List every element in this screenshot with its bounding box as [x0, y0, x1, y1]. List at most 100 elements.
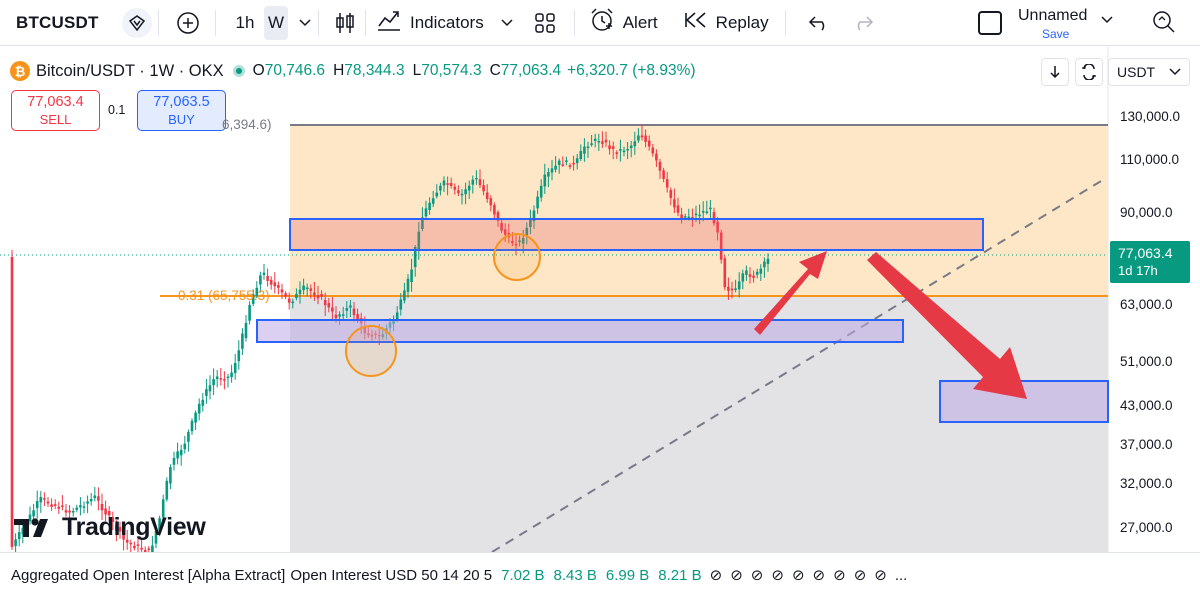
candle-body — [568, 165, 572, 167]
na-values: ⊘ ⊘ ⊘ ⊘ ⊘ ⊘ ⊘ ⊘ ⊘ — [702, 566, 887, 584]
up-arrow[interactable] — [754, 251, 827, 335]
price-axis-label: 51,000.0 — [1120, 354, 1173, 369]
indicators-label: Indicators — [410, 12, 484, 32]
compare-symbol-icon[interactable] — [171, 6, 205, 40]
candle-body — [665, 179, 669, 188]
layout-name[interactable]: Unnamed — [1018, 7, 1088, 24]
price-chart-canvas[interactable] — [0, 47, 1200, 552]
templates-grid-icon[interactable] — [530, 0, 560, 46]
layout-save-link[interactable]: Save — [1042, 27, 1070, 41]
target-zone[interactable] — [939, 380, 1109, 423]
replay-button[interactable]: Replay — [684, 0, 769, 46]
candle-body — [53, 504, 57, 506]
candle-body — [255, 287, 259, 296]
candle-body — [439, 185, 442, 191]
redo-icon[interactable] — [848, 0, 878, 46]
undo-icon[interactable] — [804, 0, 834, 46]
candle-body — [431, 198, 435, 204]
candle-body — [593, 138, 597, 141]
symbol-search[interactable]: BTCUSDT — [8, 6, 158, 40]
candle-body — [133, 545, 136, 549]
candle-body — [104, 508, 107, 515]
candle-body — [446, 183, 449, 185]
highlight-circle-upper[interactable] — [493, 233, 541, 281]
indicator-name[interactable]: Aggregated Open Interest [Alpha Extract] — [11, 566, 286, 584]
symbol-description[interactable]: Bitcoin/USDT · 1W · OKX — [36, 61, 224, 80]
symbol-flag-icon[interactable] — [122, 7, 152, 38]
candle-body — [331, 307, 334, 312]
candle-body — [291, 301, 295, 304]
sell-button[interactable]: 77,063.4 SELL — [11, 90, 100, 131]
resistance-zone[interactable] — [289, 218, 984, 251]
candle-body — [511, 241, 514, 244]
candle-body — [349, 305, 352, 308]
candle-body — [43, 498, 46, 500]
chevron-down-icon[interactable] — [292, 0, 318, 46]
currency-select[interactable]: USDT — [1108, 58, 1190, 86]
timeframe-1h[interactable]: 1h — [235, 12, 255, 32]
candle-body — [136, 544, 140, 546]
candle-body — [115, 524, 118, 531]
candle-body — [413, 247, 417, 268]
candle-body — [554, 165, 557, 170]
current-price-tag: 77,063.4 1d 17h — [1110, 241, 1190, 283]
support-zone[interactable] — [256, 319, 904, 343]
candle-body — [676, 205, 680, 213]
indicator-more[interactable]: ... — [894, 566, 908, 584]
candle-body — [597, 141, 601, 143]
indicator-value: 8.43 B — [553, 566, 597, 584]
fullscreen-icon[interactable] — [1075, 58, 1103, 86]
indicators-icon — [376, 8, 402, 37]
toolbar-divider — [573, 9, 575, 36]
download-arrow-icon[interactable] — [1041, 58, 1069, 86]
candle-body — [410, 269, 413, 282]
candle-body — [151, 545, 154, 552]
candle-body — [709, 207, 712, 210]
candle-body — [730, 288, 734, 291]
candle-body — [604, 139, 608, 143]
candle-body — [237, 350, 241, 362]
down-arrow[interactable] — [867, 252, 1027, 399]
candle-body — [752, 275, 755, 278]
candle-body — [230, 372, 233, 378]
alert-button[interactable]: Alert — [589, 0, 658, 46]
candle-body — [651, 147, 655, 154]
chart-pane[interactable]: ₿ Bitcoin/USDT · 1W · OKX O70,746.6 H78,… — [0, 47, 1200, 552]
buy-price: 77,063.5 — [153, 94, 210, 110]
timeframe-weekly[interactable]: W — [264, 5, 288, 40]
chevron-down-icon[interactable] — [1100, 12, 1114, 30]
chevron-down-icon[interactable] — [500, 0, 514, 46]
symbol-legend: ₿ Bitcoin/USDT · 1W · OKX O70,746.6 H78,… — [10, 61, 696, 81]
na-icon: ⊘ — [730, 567, 743, 584]
candle-body — [723, 258, 727, 288]
tradingview-logo[interactable]: TradingView — [14, 513, 206, 542]
candle-body — [233, 362, 237, 374]
candle-body — [215, 376, 219, 379]
candle-body — [655, 153, 658, 161]
candle-body — [154, 531, 158, 544]
indicator-legend[interactable]: Aggregated Open Interest [Alpha Extract]… — [0, 552, 1200, 597]
candle-body — [712, 212, 716, 224]
na-icon: ⊘ — [853, 567, 867, 584]
quick-search-icon[interactable] — [1150, 8, 1178, 41]
candle-body — [572, 162, 575, 165]
fib-level-label: 0.31 (65,755.3) — [178, 288, 270, 303]
indicators-button[interactable]: Indicators — [376, 0, 484, 46]
candlestick-icon[interactable] — [325, 0, 365, 46]
candle-body — [248, 304, 251, 321]
candle-body — [500, 222, 503, 231]
candle-body — [482, 185, 485, 192]
candle-body — [71, 511, 75, 513]
layout-checkbox[interactable] — [978, 11, 1002, 35]
candle-body — [125, 539, 129, 543]
candle-body — [399, 299, 403, 310]
candle-body — [471, 179, 475, 185]
toolbar-divider — [215, 9, 216, 36]
ohlc-close: C77,063.4 — [489, 62, 562, 79]
candle-body — [323, 300, 327, 306]
buy-button[interactable]: 77,063.5 BUY — [137, 90, 226, 131]
candle-body — [179, 449, 183, 456]
candle-body — [622, 150, 626, 153]
candle-body — [28, 514, 32, 522]
highlight-circle-lower[interactable] — [345, 325, 397, 377]
